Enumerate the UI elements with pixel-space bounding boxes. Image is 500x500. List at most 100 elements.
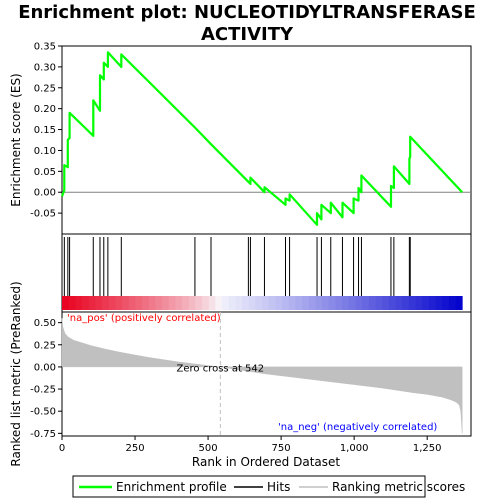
heat-bar-segment <box>188 296 196 310</box>
chart-title-line-2: ACTIVITY <box>201 24 294 45</box>
heat-bar-segment <box>215 296 223 310</box>
ranked-metric-fill <box>61 318 463 434</box>
chart-title-line-1: Enrichment plot: NUCLEOTIDYLTRANSFERASE <box>18 2 476 23</box>
heat-bar-segment <box>115 296 123 310</box>
heat-bar-segment <box>348 296 356 310</box>
rank-x-tick-label: 0 <box>59 443 65 454</box>
es-y-tick-label: 0.00 <box>34 188 56 199</box>
heat-bar-segment <box>75 296 83 310</box>
heat-bar-segment <box>302 296 310 310</box>
es-plot-frame <box>61 45 472 235</box>
es-y-tick-label: 0.15 <box>34 125 56 136</box>
es-y-tick-label: 0.10 <box>34 146 56 157</box>
heat-bar-segment <box>422 296 430 310</box>
es-y-tick-label: -0.05 <box>30 209 56 220</box>
heat-bar-segment <box>375 296 383 310</box>
heat-bar-segment <box>402 296 410 310</box>
legend-label-hits: Hits <box>267 480 290 494</box>
heat-bar-segment <box>268 296 276 310</box>
heat-bar-segment <box>175 296 183 310</box>
rank-y-tick-label: -0.25 <box>30 385 56 396</box>
legend: Enrichment profile Hits Ranking metric s… <box>72 475 465 498</box>
heat-bar-segment <box>448 296 456 310</box>
es-y-tick-label: 0.05 <box>34 167 56 178</box>
rank-x-tick-label: 1,000 <box>340 443 369 454</box>
positive-correlation-label: 'na_pos' (positively correlated) <box>67 313 221 324</box>
rank-x-tick-label: 250 <box>125 443 144 454</box>
rank-y-tick-label: 0.25 <box>34 340 56 351</box>
heat-bar-segment <box>308 296 316 310</box>
heat-bar-segment <box>162 296 170 310</box>
heat-bar-segment <box>88 296 96 310</box>
heat-bar-segment <box>95 296 103 310</box>
heat-bar-segment <box>395 296 403 310</box>
heat-bar-segment <box>368 296 376 310</box>
heat-bar-segment <box>235 296 243 310</box>
heat-bar-segment <box>248 296 256 310</box>
rank-y-axis-label: Ranked list metric (PreRanked) <box>9 281 23 466</box>
es-y-ticks: -0.05 0.00 0.05 0.10 0.15 0.20 0.25 0.30 0.35 <box>30 42 62 220</box>
ranked-metric-panel: -0.75 -0.50 -0.25 0.00 0.25 0.50 0 250 500 750 1,… <box>9 281 472 469</box>
heat-bar-segment <box>282 296 290 310</box>
enrichment-profile-line <box>60 51 464 226</box>
es-y-tick-label: 0.20 <box>34 104 56 115</box>
hit-marks <box>63 237 411 296</box>
es-y-axis-label: Enrichment score (ES) <box>9 73 23 206</box>
rank-y-ticks: -0.75 -0.50 -0.25 0.00 0.25 0.50 <box>30 318 62 440</box>
es-y-tick-label: 0.35 <box>34 42 56 53</box>
heat-bar-segment <box>408 296 416 310</box>
heat-bar-segment <box>342 296 350 310</box>
rank-y-tick-label: -0.75 <box>30 429 56 440</box>
heat-bar-segment <box>182 296 190 310</box>
heat-bar-segment <box>82 296 90 310</box>
heat-bar-segment <box>362 296 370 310</box>
rank-x-tick-label: 500 <box>199 443 218 454</box>
rank-y-tick-label: -0.50 <box>30 407 56 418</box>
heat-bar-segment <box>128 296 136 310</box>
heat-bar-segment <box>262 296 270 310</box>
rank-x-axis-label: Rank in Ordered Dataset <box>192 455 340 469</box>
ranked-metric-area <box>61 318 463 434</box>
es-profile-group <box>60 51 464 226</box>
heat-bar-segment <box>222 296 230 310</box>
legend-label-enrichment-profile: Enrichment profile <box>116 480 227 494</box>
heat-bar-segment <box>455 296 463 310</box>
negative-correlation-label: 'na_neg' (negatively correlated) <box>278 422 437 433</box>
heat-bar-segment <box>228 296 236 310</box>
heat-bar-segment <box>428 296 436 310</box>
heat-bar-segment <box>295 296 303 310</box>
heat-bar-segment <box>155 296 163 310</box>
zero-cross-label: Zero cross at 542 <box>177 363 265 374</box>
heat-bar-segment <box>328 296 336 310</box>
rank-x-ticks: 0 250 500 750 1,000 1,250 <box>59 436 442 454</box>
rank-x-tick-label: 1,250 <box>413 443 442 454</box>
heat-bar-segment <box>275 296 283 310</box>
rank-heat-bar <box>62 296 463 310</box>
es-y-tick-label: 0.25 <box>34 83 56 94</box>
heat-bar-segment <box>442 296 450 310</box>
heat-bar-segment <box>288 296 296 310</box>
heat-bar-segment <box>435 296 443 310</box>
heat-bar-segment <box>62 296 70 310</box>
heat-bar-segment <box>102 296 110 310</box>
heat-bar-segment <box>322 296 330 310</box>
rank-x-tick-label: 750 <box>272 443 291 454</box>
heat-bar-segment <box>335 296 343 310</box>
es-y-tick-label: 0.30 <box>34 62 56 73</box>
heat-bar-segment <box>168 296 176 310</box>
rank-y-tick-label: 0.00 <box>34 362 56 373</box>
heat-bar-segment <box>355 296 363 310</box>
heat-bar-segment <box>195 296 203 310</box>
heat-bar-segment <box>415 296 423 310</box>
heat-bar-segment <box>388 296 396 310</box>
legend-label-ranking-metric: Ranking metric scores <box>332 480 465 494</box>
heat-bar-segment <box>108 296 116 310</box>
heat-bar-segment <box>255 296 263 310</box>
heat-bar-segment <box>315 296 323 310</box>
heat-bar-segment <box>148 296 156 310</box>
enrichment-score-panel: -0.05 0.00 0.05 0.10 0.15 0.20 0.25 0.30 0.35 En… <box>9 42 472 235</box>
heat-bar-segment <box>202 296 210 310</box>
heat-bar-segment <box>242 296 250 310</box>
heat-bar-segment <box>142 296 150 310</box>
